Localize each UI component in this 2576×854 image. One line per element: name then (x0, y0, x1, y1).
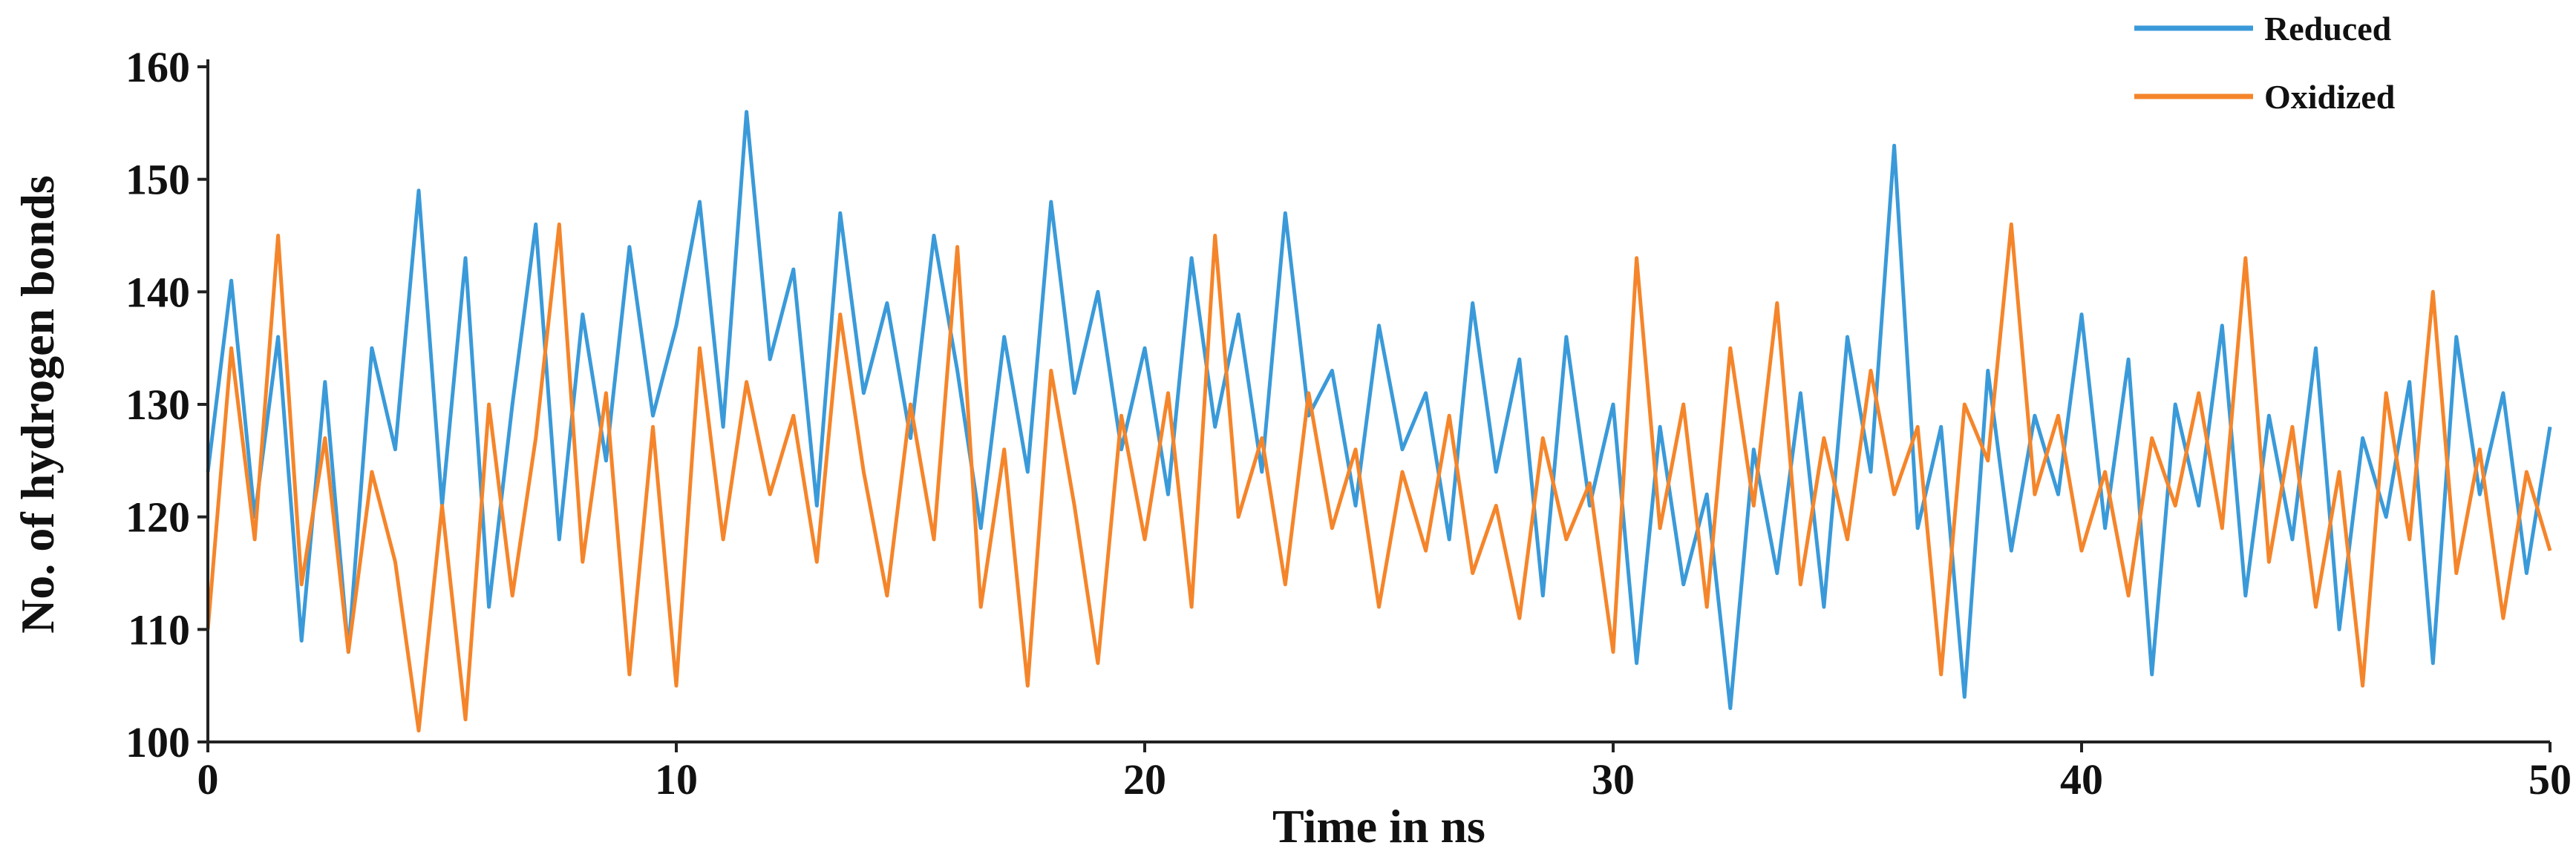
y-tick-label: 150 (125, 156, 190, 204)
x-tick-label: 10 (655, 755, 698, 804)
y-tick-label: 110 (128, 605, 190, 654)
x-tick-label: 0 (197, 755, 219, 804)
y-tick-label: 100 (125, 718, 190, 766)
x-tick-label: 20 (1123, 755, 1166, 804)
y-tick-label: 160 (125, 43, 190, 91)
axes: 100 110 120 130 140 150 160 0 10 20 30 40 50 (125, 43, 2572, 804)
legend-label-reduced: Reduced (2264, 10, 2392, 47)
series-line-oxidized (206, 222, 2552, 733)
x-axis-title: Time in ns (1272, 800, 1485, 853)
y-tick-label: 120 (125, 493, 190, 542)
y-axis-title: No. of hydrogen bonds (11, 175, 64, 634)
y-tick-label: 140 (125, 268, 190, 316)
series-line-reduced (206, 110, 2552, 710)
y-tick-label: 130 (125, 381, 190, 429)
legend: Reduced Oxidized (2134, 10, 2396, 116)
x-tick-label: 40 (2060, 755, 2103, 804)
x-tick-label: 30 (1592, 755, 1635, 804)
x-tick-label: 50 (2528, 755, 2572, 804)
series-layer (206, 110, 2552, 733)
legend-label-oxidized: Oxidized (2264, 78, 2396, 116)
